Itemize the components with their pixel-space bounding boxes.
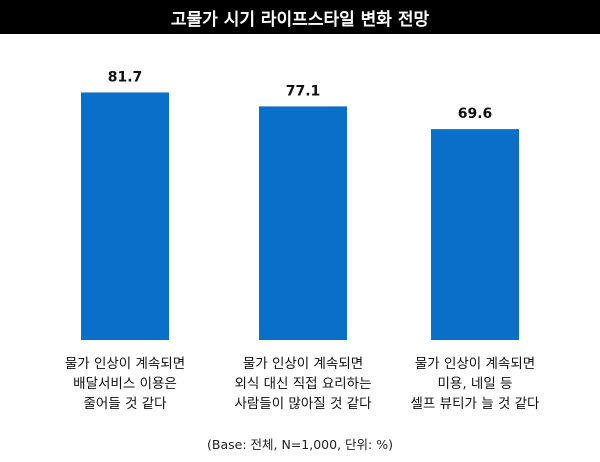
value-labels-layer: 81.7 77.1 69.6 (108, 69, 493, 122)
bar-1 (81, 92, 169, 340)
category-label-line: 물가 인상이 계속되면 (414, 356, 536, 372)
value-label-2: 77.1 (286, 83, 321, 99)
bars-layer (81, 92, 519, 341)
category-label-line: 물가 인상이 계속되면 (242, 356, 364, 372)
category-label-line: 미용, 네일 등 (437, 376, 513, 392)
value-label-1: 81.7 (108, 69, 143, 85)
bar-3 (431, 129, 519, 340)
category-label-line: 사람들이 많아질 것 같다 (234, 396, 372, 412)
category-label-line: 셀프 뷰티가 늘 것 같다 (410, 396, 540, 412)
chart-title: 고물가 시기 라이프스타일 변화 전망 (0, 0, 600, 34)
category-label-line: 물가 인상이 계속되면 (64, 356, 186, 372)
bar-2 (259, 106, 347, 341)
category-label-line: 배달서비스 이용은 (73, 376, 177, 392)
chart-footnote: (Base: 전체, N=1,000, 단위: %) (207, 437, 393, 452)
category-label-line: 외식 대신 직접 요리하는 (234, 376, 372, 392)
value-label-3: 69.6 (458, 106, 493, 122)
category-label-line: 줄어들 것 같다 (83, 396, 167, 412)
